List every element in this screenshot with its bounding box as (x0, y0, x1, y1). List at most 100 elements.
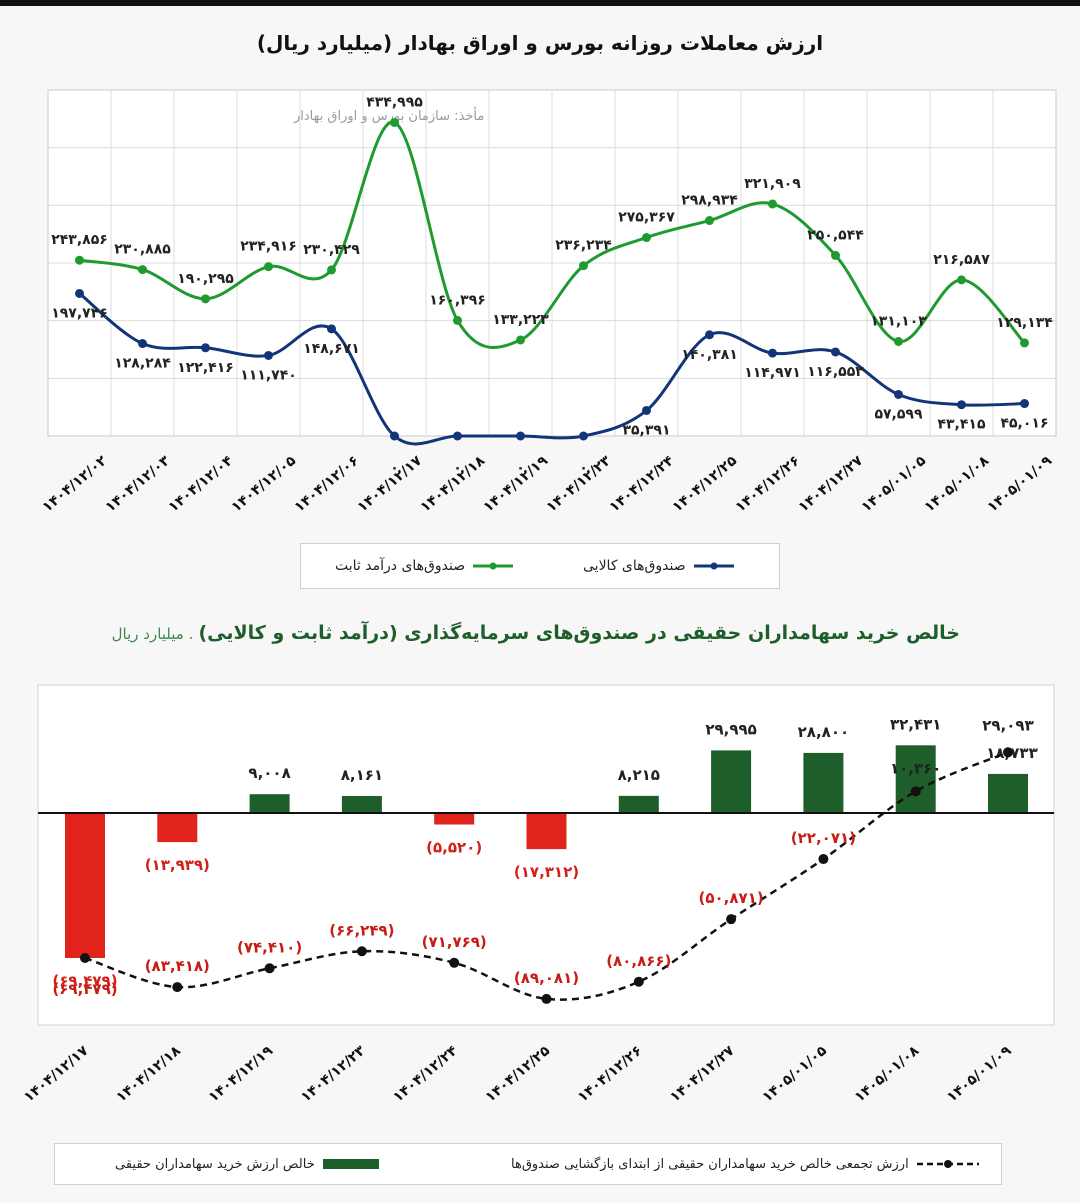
data-point (579, 431, 588, 441)
data-label: ۲۳۴,۹۱۶ (240, 239, 297, 255)
data-label: ۱۹۰,۲۹۵ (177, 271, 234, 287)
series-line (79, 120, 1026, 349)
bar-label: ۸,۱۶۱ (341, 766, 383, 784)
bar (341, 795, 382, 813)
bottom-x-axis-ticks: ۱۴۰۴/۱۲/۱۷ ۱۴۰۴/۱۲/۱۸ ۱۴۰۴/۱۲/۱۹ ۱۴۰۴/۱۲/۲۳… (21, 1043, 1015, 1106)
daily-trading-value-chart: ارزش معاملات روزانه بورس و اوراق بهادار … (40, 31, 1057, 516)
cumulative-label: (۵۰,۸۷۱) (699, 889, 764, 907)
data-point (327, 324, 336, 334)
legend-dashed-line-icon (916, 1160, 979, 1168)
cumulative-point (910, 786, 921, 797)
data-label: ۱۱۴,۹۷۱ (744, 365, 801, 381)
data-label: ۱۱۱,۷۴۰ (240, 367, 297, 383)
data-label: ۰ (390, 460, 399, 476)
data-label: ۱۴۸,۶۷۱ (303, 341, 360, 357)
data-point (390, 431, 399, 441)
data-point (138, 265, 147, 275)
data-point (516, 335, 525, 345)
data-point (768, 199, 777, 209)
data-point (768, 348, 777, 358)
data-label: ۴۳۴,۹۹۵ (366, 94, 423, 110)
data-label: ۴۳,۴۱۵ (937, 417, 985, 433)
data-label: ۱۲۲,۴۱۶ (177, 360, 234, 376)
bar (65, 813, 105, 958)
data-label: ۱۳۳,۲۲۳ (492, 312, 549, 328)
data-point (453, 315, 462, 325)
data-point (894, 389, 903, 399)
legend-item-cumulative: ارزش تجمعی خالص خرید سهامداران حقیقی از … (507, 1144, 981, 1184)
data-label: ۱۲۸,۲۸۴ (114, 356, 171, 372)
data-label: ۱۲۹,۱۳۴ (996, 315, 1053, 331)
bar-label: ۹,۰۰۸ (248, 764, 290, 782)
bar (803, 752, 844, 813)
data-point (327, 265, 336, 275)
cumulative-label: (۸۰,۸۶۶) (606, 952, 671, 970)
cumulative-label: (۷۴,۴۱۰) (237, 938, 302, 956)
data-point (957, 275, 966, 285)
bar (895, 745, 936, 813)
cumulative-point (1003, 747, 1013, 758)
top-legend: صندوق‌های کالایی صندوق‌های درآمد ثابت (300, 543, 780, 589)
bottom-plot-area (37, 684, 1055, 1026)
data-label: ۲۷۵,۳۶۷ (618, 210, 675, 226)
bar-label: ۲۹,۹۹۵ (705, 720, 756, 738)
x-tick-label: ۱۴۰۴/۱۲/۱۹ (206, 1043, 277, 1106)
cumulative-point (633, 976, 644, 987)
x-tick-label: ۱۴۰۴/۱۲/۲۴ (390, 1043, 461, 1106)
data-label: ۲۳۶,۲۳۴ (555, 238, 612, 254)
data-label: ۰ (516, 460, 525, 476)
legend-label-cumulative: ارزش تجمعی خالص خرید سهامداران حقیقی از … (511, 1156, 909, 1172)
data-label: ۴۵,۰۱۶ (1000, 416, 1048, 432)
cumulative-point (541, 993, 552, 1004)
bottom-chart-title: خالص خرید سهامداران حقیقی در صندوق‌های س… (198, 622, 960, 644)
data-label: ۱۹۷,۷۴۶ (51, 305, 108, 321)
bottom-title-row: خالص خرید سهامداران حقیقی در صندوق‌های س… (0, 622, 960, 644)
bar-label: ۸,۲۱۵ (618, 766, 660, 784)
bar-label: ۳۲,۴۳۱ (890, 715, 941, 733)
bar-label: (۱۳,۹۳۹) (145, 856, 210, 874)
cumulative-label: (۷۱,۷۶۹) (422, 933, 487, 951)
bar (988, 773, 1028, 813)
data-point (957, 400, 966, 410)
legend-label-commodity: صندوق‌های کالایی (583, 558, 686, 574)
bar (618, 795, 659, 813)
top-gridlines (48, 90, 1056, 436)
data-label: ۱۶۰,۳۹۶ (429, 292, 486, 308)
bar-label: (۱۷,۳۱۲) (514, 863, 579, 881)
bar (526, 813, 567, 850)
data-point (390, 117, 399, 127)
x-tick-label: ۱۴۰۴/۱۲/۲۶ (575, 1043, 645, 1106)
cumulative-label: (۸۹,۰۸۱) (514, 969, 579, 987)
bar (434, 813, 475, 825)
legend-line-commodity-icon (693, 562, 734, 570)
x-tick-label: ۱۴۰۵/۰۱/۰۸ (852, 1043, 923, 1106)
cumulative-point (80, 953, 90, 963)
data-label: ۰ (453, 460, 462, 476)
bottom-bars: (۶۹,۴۷۹) (۱۳,۹۳۹) ۹,۰۰۸ ۸,۱۶۱ (۵,۵۲۰) (۱۷,۳۱۲… (52, 715, 1037, 990)
data-label: ۳۲۱,۹۰۹ (744, 176, 801, 192)
data-label: ۲۴۳,۸۵۶ (51, 232, 108, 248)
legend-label-net-purchase: خالص ارزش خرید سهامداران حقیقی (115, 1156, 315, 1172)
legend-item-fixed-income: صندوق‌های درآمد ثابت (331, 544, 515, 588)
cumulative-line: (۶۹,۴۷۹) (۸۳,۴۱۸) (۷۴,۴۱۰) (۶۶,۲۴۹) (۷۱,۷۶۹)… (52, 716, 1034, 1004)
top-chart-title: ارزش معاملات روزانه بورس و اوراق بهادار … (257, 31, 823, 55)
bar-label: ۲۸,۸۰۰ (798, 723, 849, 741)
cumulative-label: (۶۶,۲۴۹) (329, 921, 394, 939)
cumulative-point (356, 946, 367, 957)
data-point (831, 347, 840, 357)
data-label: ۵۷,۵۹۹ (874, 406, 922, 422)
data-point (453, 431, 462, 441)
data-point (579, 261, 588, 271)
legend-item-commodity: صندوق‌های کالایی (579, 544, 736, 588)
x-tick-label: ۱۴۰۵/۰۱/۰۵ (759, 1043, 830, 1106)
legend-line-fixed-income-icon (473, 562, 514, 570)
cumulative-label: (۲۲,۰۷۱) (791, 829, 856, 847)
data-point (75, 255, 84, 265)
bottom-chart-unit: . میلیارد ریال (111, 625, 194, 643)
cumulative-label: (۸۳,۴۱۸) (145, 957, 210, 975)
x-tick-label: ۱۴۰۴/۱۲/۲۵ (483, 1043, 554, 1106)
bar-label: (۶۹,۴۷۹) (52, 972, 117, 990)
cumulative-point (818, 854, 829, 865)
